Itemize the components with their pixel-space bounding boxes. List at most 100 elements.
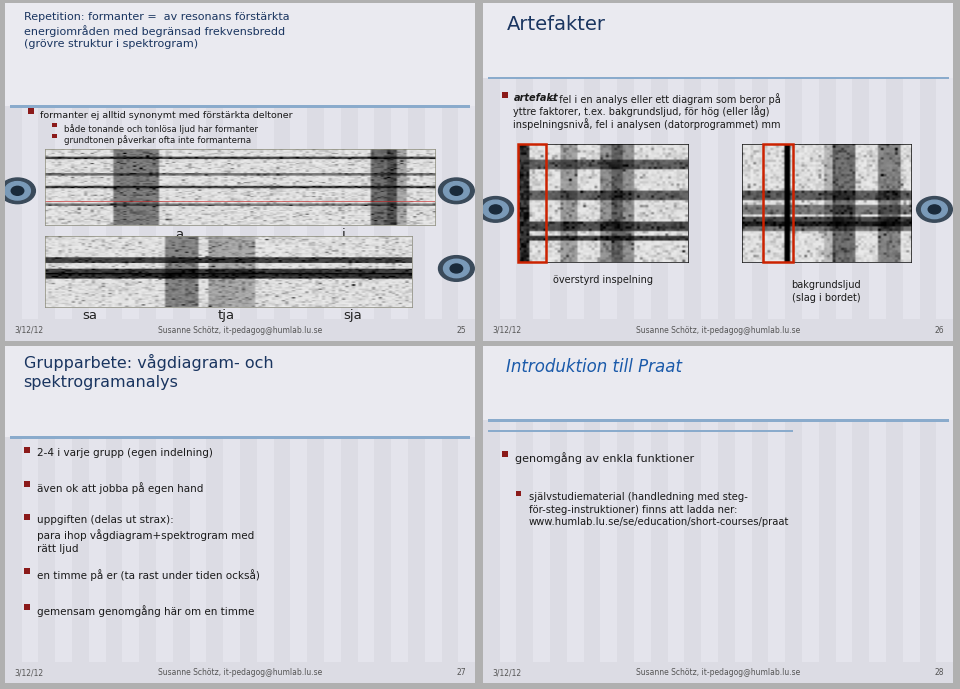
- Bar: [123, 346, 139, 683]
- Bar: [5, 319, 475, 341]
- Bar: [584, 3, 601, 341]
- Bar: [635, 346, 651, 683]
- Bar: [518, 143, 546, 262]
- Bar: [38, 3, 55, 341]
- Bar: [5, 346, 21, 683]
- Bar: [10, 105, 470, 108]
- Bar: [483, 3, 953, 78]
- Text: sja: sja: [344, 309, 362, 322]
- Bar: [88, 346, 106, 683]
- Text: 28: 28: [934, 668, 944, 677]
- Text: 3/12/12: 3/12/12: [14, 326, 43, 335]
- Circle shape: [483, 200, 509, 218]
- Text: Susanne Schötz, it-pedagog@humlab.lu.se: Susanne Schötz, it-pedagog@humlab.lu.se: [157, 326, 323, 335]
- Bar: [307, 346, 324, 683]
- Circle shape: [450, 186, 463, 195]
- Bar: [223, 3, 240, 341]
- Bar: [819, 346, 835, 683]
- Bar: [341, 346, 357, 683]
- Bar: [5, 661, 475, 683]
- Text: formanter ej alltid synonymt med förstärkta deltoner: formanter ej alltid synonymt med förstär…: [40, 111, 293, 120]
- Bar: [156, 346, 173, 683]
- Bar: [24, 446, 30, 453]
- Bar: [488, 76, 948, 79]
- Bar: [684, 3, 701, 341]
- Text: artefakt: artefakt: [514, 93, 558, 103]
- Circle shape: [444, 259, 469, 278]
- Bar: [256, 3, 274, 341]
- Bar: [902, 3, 920, 341]
- Bar: [651, 3, 667, 341]
- Bar: [173, 3, 189, 341]
- Text: självstudiematerial (handledning med steg-
för-steg-instruktioner) finns att lad: självstudiematerial (handledning med ste…: [529, 492, 789, 527]
- Bar: [684, 346, 701, 683]
- Circle shape: [478, 196, 514, 223]
- Bar: [483, 346, 499, 683]
- Bar: [902, 346, 920, 683]
- Bar: [106, 346, 122, 683]
- Bar: [937, 3, 953, 341]
- Bar: [240, 3, 257, 341]
- Bar: [256, 346, 274, 683]
- Bar: [802, 346, 819, 683]
- Bar: [88, 3, 106, 341]
- Bar: [106, 3, 122, 341]
- Circle shape: [928, 205, 941, 214]
- Bar: [290, 3, 307, 341]
- Circle shape: [439, 256, 474, 281]
- Bar: [341, 3, 357, 341]
- Bar: [870, 346, 886, 683]
- Circle shape: [0, 178, 36, 204]
- Text: inspelningsnivå, fel i analysen (datorprogrammet) mm: inspelningsnivå, fel i analysen (datorpr…: [514, 118, 780, 130]
- Text: överstyrd inspelning: överstyrd inspelning: [553, 275, 653, 285]
- Text: bakgrundsljud
(slag i bordet): bakgrundsljud (slag i bordet): [791, 280, 861, 302]
- Bar: [324, 346, 341, 683]
- Text: en timme på er (ta rast under tiden också): en timme på er (ta rast under tiden ocks…: [36, 569, 259, 582]
- Bar: [274, 3, 290, 341]
- Bar: [72, 346, 88, 683]
- Bar: [459, 3, 475, 341]
- Bar: [483, 319, 953, 341]
- Bar: [38, 346, 55, 683]
- Text: i: i: [342, 228, 346, 241]
- Bar: [701, 346, 718, 683]
- Bar: [502, 92, 508, 98]
- Text: Susanne Schötz, it-pedagog@humlab.lu.se: Susanne Schötz, it-pedagog@humlab.lu.se: [157, 668, 323, 677]
- Bar: [516, 346, 534, 683]
- Text: Introduktion till Praat: Introduktion till Praat: [507, 358, 683, 376]
- Bar: [274, 346, 290, 683]
- Bar: [123, 3, 139, 341]
- Bar: [5, 346, 475, 437]
- Bar: [886, 3, 902, 341]
- Bar: [785, 346, 802, 683]
- Bar: [534, 346, 550, 683]
- Bar: [667, 346, 684, 683]
- Text: 26: 26: [934, 326, 944, 335]
- Bar: [617, 3, 634, 341]
- Bar: [819, 3, 835, 341]
- Bar: [635, 3, 651, 341]
- Bar: [408, 3, 424, 341]
- Bar: [534, 3, 550, 341]
- Bar: [206, 3, 223, 341]
- Text: (grövre struktur i spektrogram): (grövre struktur i spektrogram): [24, 39, 198, 49]
- Text: 25: 25: [456, 326, 466, 335]
- Circle shape: [5, 182, 31, 200]
- Bar: [735, 3, 752, 341]
- Bar: [290, 346, 307, 683]
- Bar: [189, 3, 206, 341]
- Bar: [483, 3, 499, 341]
- Bar: [139, 3, 156, 341]
- Bar: [852, 3, 870, 341]
- Text: energiområden med begränsad frekvensbredd: energiområden med begränsad frekvensbred…: [24, 25, 285, 37]
- Bar: [550, 346, 566, 683]
- Bar: [651, 346, 667, 683]
- Text: Artefakter: Artefakter: [507, 15, 606, 34]
- Text: yttre faktorer, t.ex. bakgrundsljud, för hög (eller låg): yttre faktorer, t.ex. bakgrundsljud, för…: [514, 105, 770, 117]
- Circle shape: [439, 178, 474, 204]
- Bar: [763, 143, 793, 262]
- Bar: [21, 346, 38, 683]
- Bar: [24, 480, 30, 486]
- Bar: [802, 3, 819, 341]
- Text: genomgång av enkla funktioner: genomgång av enkla funktioner: [515, 452, 694, 464]
